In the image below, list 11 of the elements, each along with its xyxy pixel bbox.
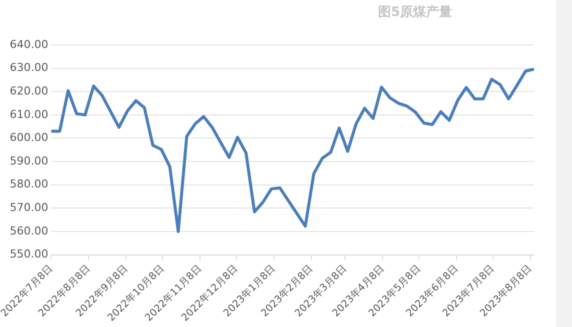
y-tick-label: 550.00 [10,248,48,261]
y-tick-label: 630.00 [10,61,48,74]
y-tick-label: 620.00 [10,84,48,98]
y-tick-label: 560.00 [10,224,48,238]
y-tick-label: 570.00 [10,201,48,214]
y-tick-label: 580.00 [10,178,48,191]
y-tick-label: 640.00 [10,38,48,51]
y-tick-label: 600.00 [10,131,48,144]
y-tick-label: 610.00 [10,108,48,121]
y-tick-label: 590.00 [10,154,48,168]
chart-title: 图5原煤产量 [376,4,454,21]
